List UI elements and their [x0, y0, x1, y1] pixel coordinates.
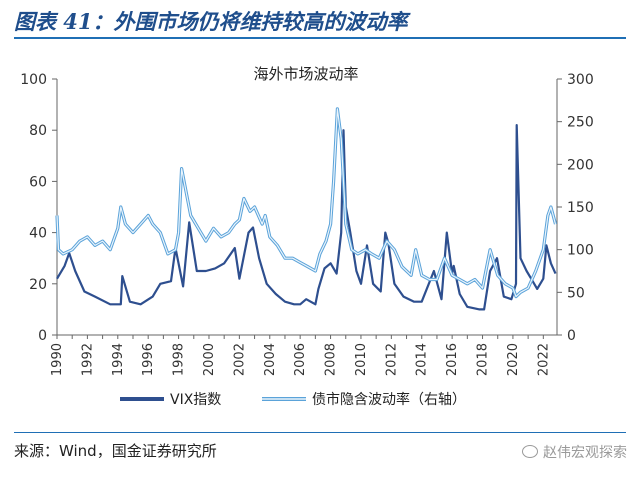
watermark-text: 赵伟宏观探索 [543, 445, 627, 461]
figure-title: 图表 41：外围市场仍将维持较高的波动率 [14, 9, 408, 34]
plot-area [55, 107, 558, 311]
y-left-tick-label: 20 [29, 277, 47, 293]
x-tick-label: 2014 [415, 343, 430, 376]
x-tick-label: 2002 [232, 343, 247, 376]
y-left-tick-label: 80 [29, 123, 47, 139]
x-tick-label: 2012 [384, 343, 399, 376]
y-right-tick-label: 150 [567, 200, 594, 216]
y-left-tick-label: 40 [29, 226, 47, 242]
x-tick-label: 2006 [293, 343, 308, 376]
y-left-tick-label: 100 [20, 72, 47, 88]
series-line-bond-vol-outline [55, 107, 558, 299]
y-left-tick-label: 0 [38, 328, 47, 344]
x-tick-label: 2018 [476, 343, 491, 376]
y-right-tick-label: 100 [567, 243, 594, 259]
source-note: 来源：Wind，国金证券研究所 [14, 442, 217, 460]
x-tick-label: 2020 [506, 343, 521, 376]
x-tick-label: 1998 [172, 343, 187, 376]
title-divider [14, 37, 626, 39]
chart-legend: VIX指数 债市隐含波动率（右轴） [120, 391, 466, 408]
volatility-chart: 海外市场波动率 0 20 40 60 80 100 0 50 100 150 200 250 300 19… [20, 65, 593, 408]
x-tick-label: 2016 [445, 343, 460, 376]
x-tick-label: 2008 [324, 343, 339, 376]
x-tick-label: 2004 [263, 343, 278, 376]
y-right-tick-label: 0 [567, 328, 576, 344]
y-right-tick-label: 200 [567, 157, 594, 173]
y-right-tick-label: 250 [567, 115, 594, 131]
wechat-icon [522, 445, 538, 458]
y-right-tick-label: 300 [567, 72, 594, 88]
legend-label-vix: VIX指数 [170, 392, 221, 408]
series-line-vix [56, 123, 557, 311]
watermark: 赵伟宏观探索 [522, 442, 627, 462]
x-tick-label: 2022 [536, 343, 551, 376]
x-tick-label: 1990 [50, 343, 65, 376]
x-tick-label: 1992 [80, 343, 95, 376]
source-divider [14, 432, 626, 433]
x-tick-label: 1996 [141, 343, 156, 376]
y-right-tick-label: 50 [567, 285, 585, 301]
chart-axes: 0 20 40 60 80 100 0 50 100 150 200 250 300 1990 1992 19… [20, 72, 593, 376]
chart-title: 海外市场波动率 [253, 65, 358, 83]
x-tick-label: 1994 [111, 343, 126, 376]
x-tick-label: 2010 [354, 343, 369, 376]
x-tick-label: 2000 [202, 343, 217, 376]
series-line-bond-vol [56, 108, 557, 298]
legend-label-bond-vol: 债市隐含波动率（右轴） [312, 391, 466, 408]
y-left-tick-label: 60 [29, 174, 47, 190]
